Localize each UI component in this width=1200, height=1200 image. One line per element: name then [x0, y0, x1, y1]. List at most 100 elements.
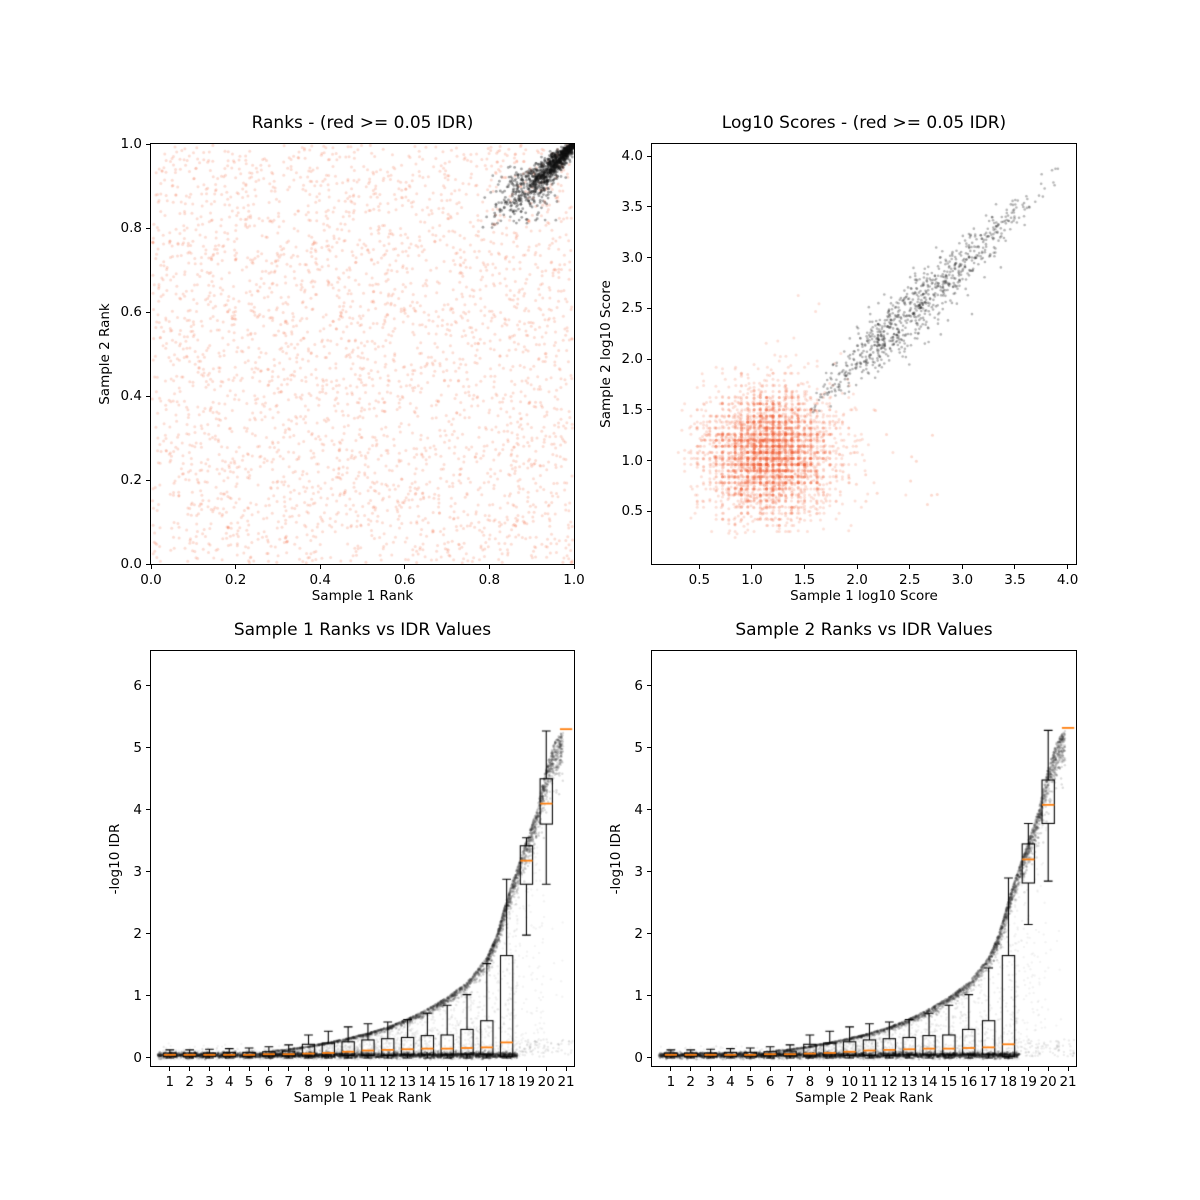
x-axis-label: Sample 1 Rank [311, 588, 414, 604]
x-tick-label: 2 [185, 1074, 194, 1090]
y-tick-mark [647, 307, 651, 309]
x-tick-mark [809, 1067, 811, 1071]
y-tick-mark [647, 995, 651, 997]
x-tick-mark [769, 1067, 771, 1071]
x-tick-label: 2 [686, 1074, 696, 1090]
x-tick-label: 15 [940, 1074, 958, 1090]
x-tick-mark [506, 1067, 508, 1071]
y-tick-label: 1.0 [621, 452, 643, 469]
y-axis-label: -log10 IDR [107, 823, 123, 894]
x-tick-mark [268, 1067, 270, 1071]
x-tick-label: 16 [960, 1074, 978, 1090]
y-tick-mark [647, 510, 651, 512]
x-tick-label: 3.0 [951, 572, 974, 588]
x-tick-label: 10 [339, 1074, 357, 1090]
x-tick-label: 3 [205, 1074, 214, 1090]
x-tick-label: 19 [1019, 1074, 1037, 1090]
y-tick-mark [647, 809, 651, 811]
x-tick-label: 20 [537, 1074, 555, 1090]
x-tick-label: 13 [398, 1074, 417, 1090]
x-tick-label: 1.5 [793, 572, 816, 588]
y-tick-label: 5 [133, 739, 142, 756]
x-tick-label: 4.0 [1056, 572, 1079, 588]
y-tick-label: 1.5 [621, 401, 643, 418]
y-tick-mark [146, 479, 150, 481]
sample1-idr-canvas [151, 651, 574, 1066]
x-tick-label: 20 [1039, 1074, 1057, 1090]
x-tick-label: 12 [880, 1074, 898, 1090]
x-tick-label: 4 [224, 1074, 234, 1090]
x-tick-mark [749, 1067, 751, 1071]
x-tick-mark [856, 565, 858, 569]
y-tick-label: 0.4 [120, 388, 142, 404]
x-tick-label: 17 [478, 1074, 496, 1090]
y-tick-label: 0.5 [621, 503, 643, 520]
x-tick-mark [248, 1067, 250, 1071]
x-tick-label: 16 [458, 1074, 476, 1090]
x-tick-label: 2.0 [846, 572, 868, 588]
x-axis-label: Sample 2 Peak Rank [795, 1090, 933, 1106]
y-tick-mark [647, 155, 651, 157]
subplot-sample1-idr-box: Sample 1 Ranks vs IDR Values Sample 1 Pe… [107, 620, 575, 1106]
y-tick-label: 1 [133, 987, 142, 1004]
y-tick-mark [146, 747, 150, 749]
x-tick-mark [228, 1067, 230, 1071]
x-tick-label: 11 [359, 1074, 377, 1090]
y-tick-label: 6 [133, 677, 142, 694]
y-tick-mark [647, 1057, 651, 1059]
y-tick-mark [647, 358, 651, 360]
x-tick-mark [909, 565, 911, 569]
y-tick-mark [146, 143, 150, 145]
y-axis-label: -log10 IDR [608, 823, 624, 894]
subplot-score-scatter: Log10 Scores - (red >= 0.05 IDR) Sample … [598, 113, 1078, 604]
plot-title: Sample 1 Ranks vs IDR Values [233, 620, 492, 640]
x-tick-mark [1067, 565, 1069, 569]
x-tick-mark [466, 1067, 468, 1071]
x-tick-label: 7 [785, 1074, 795, 1090]
x-tick-mark [235, 565, 237, 569]
y-tick-label: 4 [133, 801, 142, 818]
x-tick-label: 10 [841, 1074, 859, 1090]
x-tick-mark [961, 565, 963, 569]
y-axis-label: Sample 2 Rank [97, 303, 113, 405]
x-tick-label: 8 [805, 1074, 815, 1090]
rank-scatter-canvas [151, 144, 574, 564]
x-tick-label: 18 [498, 1074, 516, 1090]
x-tick-mark [729, 1067, 731, 1071]
y-tick-mark [146, 933, 150, 935]
x-tick-mark [1027, 1067, 1029, 1071]
y-tick-mark [647, 747, 651, 749]
x-tick-mark [948, 1067, 950, 1071]
x-tick-label: 11 [860, 1074, 879, 1090]
x-tick-label: 17 [980, 1074, 998, 1090]
x-tick-label: 19 [517, 1074, 536, 1090]
x-tick-label: 8 [304, 1074, 313, 1090]
y-tick-label: 0.2 [120, 472, 142, 488]
x-tick-mark [1014, 565, 1016, 569]
x-tick-mark [988, 1067, 990, 1071]
x-tick-mark [690, 1067, 692, 1071]
y-tick-mark [146, 395, 150, 397]
x-tick-mark [308, 1067, 309, 1071]
score-scatter-canvas [652, 144, 1076, 564]
x-tick-mark [404, 565, 406, 569]
y-tick-mark [146, 809, 150, 811]
x-axis-label: Sample 1 log10 Score [790, 588, 938, 604]
x-tick-mark [751, 565, 753, 569]
x-tick-label: 0.2 [224, 572, 247, 588]
y-tick-mark [647, 460, 651, 462]
y-tick-mark [146, 995, 150, 997]
y-axis-label: Sample 2 log10 Score [598, 280, 614, 428]
y-tick-mark [647, 871, 651, 873]
y-tick-label: 0 [133, 1049, 142, 1066]
y-tick-mark [146, 685, 150, 687]
x-tick-label: 18 [999, 1074, 1018, 1090]
x-tick-label: 5 [746, 1074, 755, 1090]
sample2-idr-canvas [652, 651, 1076, 1066]
plot-title: Log10 Scores - (red >= 0.05 IDR) [721, 113, 1007, 133]
x-tick-mark [565, 1067, 567, 1071]
x-tick-label: 14 [920, 1074, 938, 1090]
x-tick-label: 21 [1059, 1074, 1077, 1090]
x-tick-mark [525, 1067, 527, 1071]
